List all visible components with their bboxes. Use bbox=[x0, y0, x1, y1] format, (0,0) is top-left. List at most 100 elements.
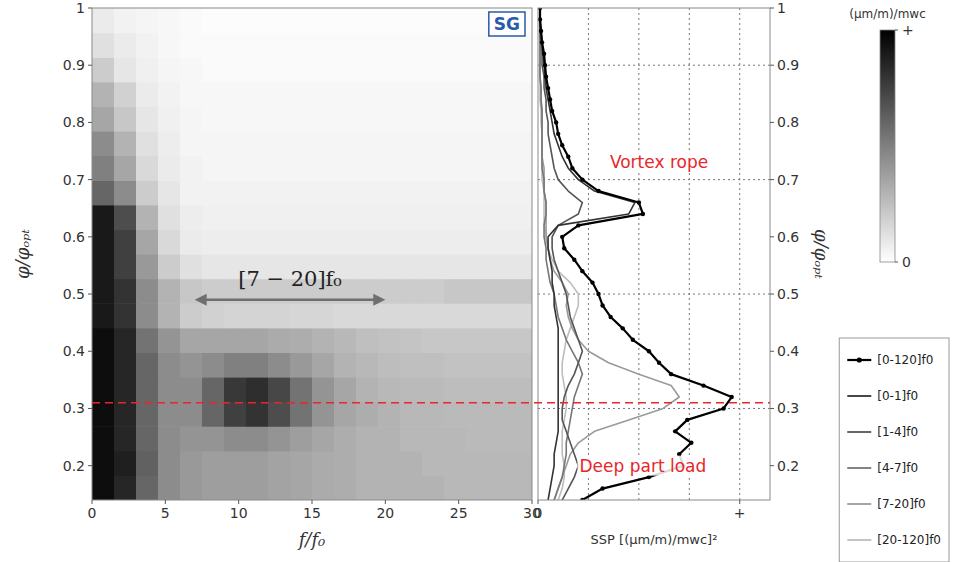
heatmap-cell bbox=[268, 57, 291, 82]
heatmap-cell bbox=[510, 131, 532, 156]
x-tick-label: 15 bbox=[303, 505, 321, 521]
heatmap-cell bbox=[356, 106, 379, 131]
heatmap-cell bbox=[224, 426, 247, 451]
heatmap-cell bbox=[334, 205, 357, 230]
heatmap-cell bbox=[180, 8, 203, 33]
heatmap-cell bbox=[444, 279, 467, 304]
series-marker bbox=[548, 97, 552, 101]
heatmap-cell bbox=[422, 451, 445, 476]
grid-line bbox=[538, 65, 770, 66]
heatmap-cell bbox=[444, 131, 467, 156]
heatmap-cell bbox=[378, 377, 401, 402]
heatmap-cell bbox=[466, 82, 489, 107]
heatmap-cell bbox=[312, 426, 335, 451]
y-tick-label: 0.8 bbox=[63, 114, 85, 130]
heatmap-cell bbox=[158, 328, 181, 353]
heatmap-frame bbox=[92, 8, 532, 500]
heatmap-cell bbox=[224, 303, 247, 328]
series-marker bbox=[560, 143, 564, 147]
heatmap-cell bbox=[378, 106, 401, 131]
heatmap-cell bbox=[466, 106, 489, 131]
legend-swatch bbox=[847, 539, 871, 541]
heatmap-cell bbox=[290, 156, 313, 181]
series-marker bbox=[596, 292, 600, 296]
series-marker bbox=[540, 40, 544, 44]
heatmap-cell bbox=[202, 451, 225, 476]
heatmap-cell bbox=[224, 328, 247, 353]
heatmap-cell bbox=[422, 205, 445, 230]
heatmap-cell bbox=[422, 377, 445, 402]
heatmap-cell bbox=[400, 426, 423, 451]
label-patch bbox=[577, 456, 708, 476]
heatmap-cell bbox=[312, 377, 335, 402]
y-tick-label: 0.7 bbox=[777, 172, 799, 188]
heatmap-cell bbox=[158, 451, 181, 476]
heatmap-cell bbox=[444, 106, 467, 131]
y-tick-label: 0.6 bbox=[63, 229, 85, 245]
y-tick bbox=[88, 351, 92, 352]
heatmap-cell bbox=[488, 279, 511, 304]
y-tick bbox=[770, 465, 774, 466]
annotation-label: [7 − 20]f₀ bbox=[238, 267, 342, 291]
heatmap-cell bbox=[400, 377, 423, 402]
series-marker bbox=[600, 303, 604, 307]
heatmap-cell bbox=[422, 57, 445, 82]
heatmap-cell bbox=[246, 426, 269, 451]
x-tick-label: 0 bbox=[534, 505, 543, 521]
series-marker bbox=[673, 429, 677, 433]
y-tick-label: 0.7 bbox=[63, 172, 85, 188]
heatmap-cell bbox=[180, 254, 203, 279]
y-tick bbox=[770, 179, 774, 180]
heatmap-cell bbox=[92, 82, 115, 107]
heatmap-cell bbox=[378, 205, 401, 230]
heatmap-cell bbox=[378, 451, 401, 476]
heatmap-cell bbox=[114, 279, 137, 304]
heatmap-cell bbox=[224, 402, 247, 427]
heatmap-cell bbox=[466, 352, 489, 377]
heatmap-cell bbox=[246, 8, 269, 33]
heatmap-cell bbox=[510, 426, 532, 451]
heatmap-cell bbox=[136, 254, 159, 279]
heatmap-cell bbox=[246, 402, 269, 427]
heatmap-cell bbox=[356, 180, 379, 205]
x-axis-title: f/f₀ bbox=[297, 529, 326, 550]
x-tick bbox=[458, 500, 459, 504]
heatmap-cell bbox=[224, 229, 247, 254]
series-line bbox=[540, 8, 635, 500]
heatmap-cell bbox=[114, 131, 137, 156]
y-tick bbox=[770, 65, 774, 66]
legend-label: [7-20]f0 bbox=[877, 497, 925, 511]
heatmap-cell bbox=[422, 279, 445, 304]
heatmap-cell bbox=[290, 8, 313, 33]
heatmap-cell bbox=[180, 377, 203, 402]
heatmap-cell bbox=[400, 402, 423, 427]
heatmap-cell bbox=[246, 303, 269, 328]
heatmap-cell bbox=[92, 254, 115, 279]
heatmap-cell bbox=[510, 303, 532, 328]
heatmap-cell bbox=[334, 328, 357, 353]
heatmap-cell bbox=[444, 33, 467, 58]
heatmap-cell bbox=[510, 475, 532, 500]
heatmap-cell bbox=[312, 451, 335, 476]
heatmap-cell bbox=[466, 8, 489, 33]
heatmap-cell bbox=[444, 328, 467, 353]
heatmap-cell bbox=[92, 328, 115, 353]
heatmap-cell bbox=[290, 303, 313, 328]
series-marker bbox=[721, 406, 725, 410]
heatmap-cell bbox=[312, 229, 335, 254]
heatmap-cell bbox=[92, 156, 115, 181]
heatmap-cell bbox=[202, 402, 225, 427]
heatmap-cell bbox=[290, 82, 313, 107]
heatmap-cell bbox=[356, 377, 379, 402]
heatmap-cell bbox=[114, 8, 137, 33]
heatmap-cell bbox=[400, 254, 423, 279]
heatmap-cell bbox=[400, 156, 423, 181]
heatmap-cell bbox=[246, 377, 269, 402]
colorbar-title: (µm/m)/mwc bbox=[849, 7, 926, 21]
heatmap-cell bbox=[224, 352, 247, 377]
heatmap-cell bbox=[114, 475, 137, 500]
x-tick-label: 0 bbox=[88, 505, 97, 521]
heatmap-cell bbox=[202, 352, 225, 377]
heatmap-cell bbox=[290, 352, 313, 377]
series-marker bbox=[701, 383, 705, 387]
